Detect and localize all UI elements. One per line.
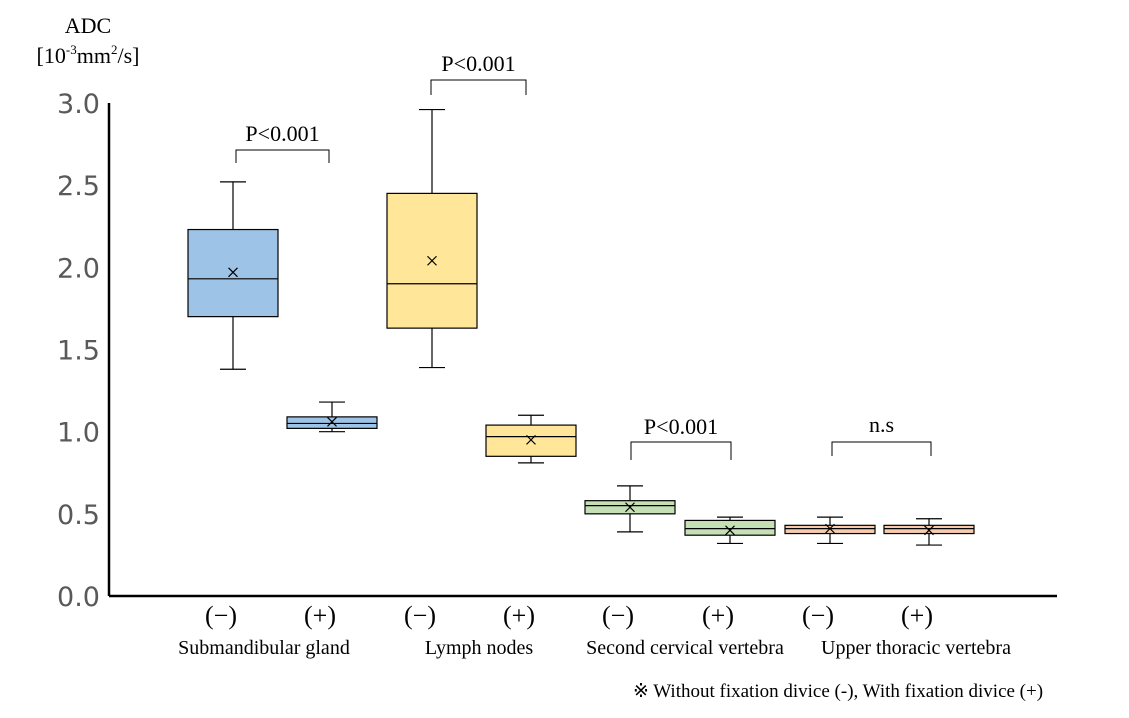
- condition-label: (−): [205, 601, 237, 630]
- y-axis-unit: [10-3mm2/s]: [37, 42, 140, 68]
- significance-brackets: P<0.001 P<0.001 P<0.001 n.s: [235, 51, 932, 460]
- significance-bracket: [831, 441, 932, 456]
- condition-label: (+): [304, 601, 336, 630]
- significance-label: n.s: [869, 412, 894, 437]
- box-series: [187, 108, 975, 546]
- condition-label: (+): [901, 601, 933, 630]
- y-tick-label: 0.5: [57, 500, 100, 531]
- significance-label: P<0.001: [441, 51, 515, 76]
- y-tick-label: 0.0: [57, 582, 100, 613]
- y-axis-unit-mid: mm: [77, 43, 111, 68]
- mean-marker: [427, 255, 437, 266]
- mean-marker: [327, 416, 337, 427]
- box-plot-item: [584, 485, 676, 533]
- box-plot-item: [883, 518, 975, 546]
- y-tick-label: 2.0: [57, 253, 100, 284]
- condition-label: (−): [802, 601, 834, 630]
- significance-bracket: [430, 79, 527, 95]
- significance-label: P<0.001: [245, 121, 319, 146]
- footnote: ※ Without fixation divice (-), With fixa…: [633, 681, 1043, 702]
- condition-label: (−): [404, 601, 436, 630]
- condition-label: (−): [602, 601, 634, 630]
- box-plot-item: [784, 516, 876, 545]
- mean-marker: [924, 525, 934, 536]
- mean-marker: [228, 267, 238, 278]
- group-label: Upper thoracic vertebra: [821, 637, 1011, 659]
- iqr-box: [684, 519, 776, 536]
- y-tick-label: 3.0: [57, 89, 100, 120]
- group-label: Lymph nodes: [425, 637, 534, 659]
- x-labels: (−) (+) (−) (+) (−) (+) (−) (+) Submandibular gl…: [178, 601, 1011, 659]
- y-axis-unit-prefix: [10: [37, 43, 66, 68]
- mean-marker: [725, 525, 735, 536]
- y-axis-title: ADC: [65, 13, 111, 38]
- mean-marker: [825, 523, 835, 534]
- box-plot-item: [684, 516, 776, 545]
- box-plot-item: [386, 108, 478, 369]
- y-tick-label: 1.5: [57, 336, 100, 367]
- condition-label: (+): [503, 601, 535, 630]
- mean-marker: [625, 502, 635, 513]
- y-axis-unit-exp: -3: [66, 42, 77, 57]
- y-ticks: 0.0 0.5 1.0 1.5 2.0 2.5 3.0: [57, 89, 100, 613]
- group-label: Submandibular gland: [178, 637, 350, 659]
- group-label: Second cervical vertebra: [586, 637, 784, 659]
- y-axis-unit-suffix: /s]: [117, 43, 139, 68]
- y-tick-label: 2.5: [57, 171, 100, 202]
- significance-bracket: [630, 441, 732, 460]
- box-plot-item: [485, 414, 577, 464]
- y-axis-unit-exp2: 2: [111, 42, 118, 57]
- box-plot-item: [187, 181, 279, 370]
- mean-marker: [526, 434, 536, 445]
- y-tick-label: 1.0: [57, 418, 100, 449]
- significance-bracket: [235, 149, 330, 163]
- significance-label: P<0.001: [644, 414, 718, 439]
- condition-label: (+): [702, 601, 734, 630]
- box-plot-item: [286, 401, 378, 433]
